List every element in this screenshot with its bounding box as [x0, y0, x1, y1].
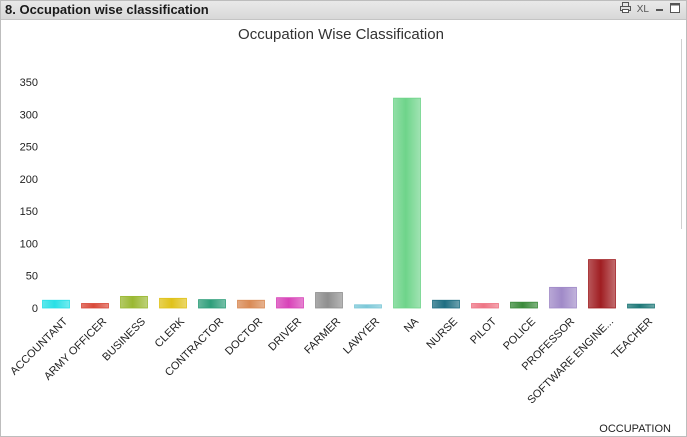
restore-icon[interactable]: [670, 2, 680, 16]
y-tick-label: 250: [20, 142, 38, 154]
y-tick-label: 200: [20, 174, 38, 186]
x-tick-label: NURSE: [424, 316, 460, 352]
occupation-bar-chart: Occupation Wise Classification 0 50 100 150…: [8, 26, 671, 435]
y-tick-label: 300: [20, 109, 38, 121]
x-axis-title: OCCUPATION: [599, 423, 671, 435]
x-tick-label: PILOT: [468, 315, 499, 346]
bar[interactable]: [120, 295, 148, 309]
y-tick-label: 0: [32, 303, 38, 315]
bar[interactable]: [42, 299, 70, 309]
y-tick-label: 50: [26, 271, 38, 283]
bar[interactable]: [549, 286, 577, 309]
print-icon[interactable]: [619, 2, 631, 16]
x-tick-label: POLICE: [501, 316, 538, 353]
window-titlebar[interactable]: 8. Occupation wise classification XL: [1, 1, 686, 20]
bar[interactable]: [588, 259, 616, 309]
bar[interactable]: [315, 292, 343, 309]
bar[interactable]: [159, 297, 187, 309]
y-tick-label: 100: [20, 238, 38, 250]
bar[interactable]: [198, 299, 226, 309]
bar[interactable]: [510, 301, 538, 309]
x-tick-label: LAWYER: [341, 316, 382, 357]
window-controls: XL: [619, 2, 680, 16]
y-tick-label: 150: [20, 206, 38, 218]
right-edge-scroll: [681, 39, 686, 229]
y-axis: 0 50 100 150 200 250 300 350: [20, 77, 38, 315]
x-tick-label: NA: [402, 315, 422, 335]
bar[interactable]: [81, 303, 109, 309]
export-xl-button[interactable]: XL: [636, 3, 649, 15]
bar[interactable]: [471, 303, 499, 309]
x-tick-label: DRIVER: [266, 316, 304, 354]
chart-title: Occupation Wise Classification: [238, 26, 444, 43]
window-title: 8. Occupation wise classification: [5, 2, 209, 17]
x-tick-label: DOCTOR: [223, 316, 265, 358]
x-tick-label: FARMER: [302, 316, 343, 357]
bar[interactable]: [393, 97, 421, 309]
bar[interactable]: [276, 297, 304, 309]
bar[interactable]: [432, 299, 460, 309]
bar[interactable]: [354, 304, 382, 309]
bar[interactable]: [627, 303, 655, 309]
x-tick-label: TEACHER: [609, 316, 655, 362]
minimize-icon[interactable]: [655, 3, 664, 15]
bars: [42, 97, 655, 309]
x-tick-label: CLERK: [153, 315, 188, 350]
y-tick-label: 350: [20, 77, 38, 89]
bar[interactable]: [237, 299, 265, 309]
